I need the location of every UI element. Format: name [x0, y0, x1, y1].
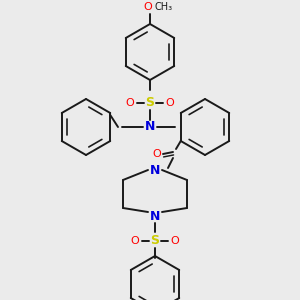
Text: O: O: [130, 236, 140, 246]
Text: O: O: [166, 98, 174, 108]
Text: O: O: [153, 149, 161, 159]
Text: CH₃: CH₃: [155, 2, 173, 12]
Text: O: O: [126, 98, 134, 108]
Text: N: N: [150, 164, 160, 176]
Text: O: O: [171, 236, 179, 246]
Text: S: S: [151, 235, 160, 248]
Text: N: N: [145, 121, 155, 134]
Text: N: N: [150, 209, 160, 223]
Text: S: S: [146, 97, 154, 110]
Text: O: O: [144, 2, 152, 12]
